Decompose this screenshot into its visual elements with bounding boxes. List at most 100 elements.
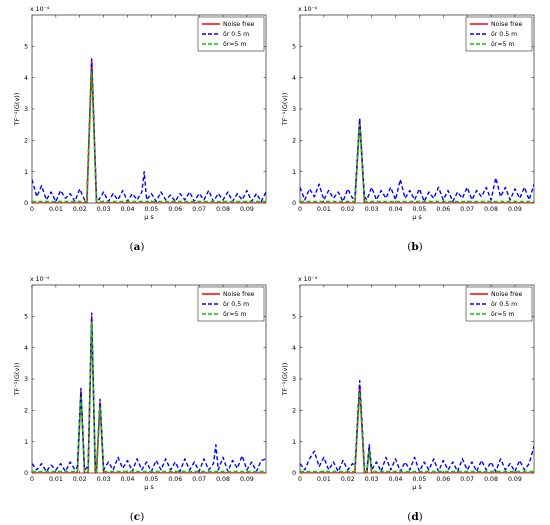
y-tick-label: 4 bbox=[24, 75, 28, 82]
x-tick-label: 0.07 bbox=[460, 476, 474, 483]
y-tick-label: 1 bbox=[24, 439, 28, 446]
x-tick-label: 0.09 bbox=[240, 476, 254, 483]
y-tick-label: 0 bbox=[24, 200, 28, 207]
panel-caption: (a) bbox=[129, 241, 144, 253]
panel-group: 0 0.01 0.02 0.03 0.04 0.05 0.06 0.07 0.08 0.09 0 1 2… bbox=[13, 6, 535, 523]
y-tick-label: 3 bbox=[292, 376, 296, 383]
legend-label: δr=5 m bbox=[223, 41, 246, 48]
series-line-3 bbox=[32, 321, 266, 473]
x-tick-label: 0.03 bbox=[365, 206, 379, 213]
panel-caption: (d) bbox=[407, 511, 423, 523]
y-axis-label: TF⁻¹(G(v)) bbox=[281, 93, 289, 127]
series-line-2 bbox=[300, 117, 534, 203]
series-group bbox=[32, 312, 266, 473]
x-tick-label: 0.02 bbox=[73, 476, 87, 483]
y-axis-label: TF⁻¹(G(v)) bbox=[13, 93, 21, 127]
y-tick-label: 2 bbox=[24, 138, 28, 145]
x-tick-label: 0.02 bbox=[73, 206, 87, 213]
x-tick-label: 0 bbox=[30, 206, 34, 213]
y-tick-label: 3 bbox=[24, 106, 28, 113]
legend-label: δr 0.5 m bbox=[491, 301, 517, 308]
x-axis-label: μ s bbox=[144, 213, 154, 221]
y-tick-label: 1 bbox=[292, 169, 296, 176]
legend: Noise free δr 0.5 m δr=5 m bbox=[465, 286, 533, 322]
legend-label: Noise free bbox=[491, 21, 523, 28]
y-tick-label: 0 bbox=[24, 470, 28, 477]
y-tick-label: 1 bbox=[24, 169, 28, 176]
y-axis-label: TF⁻¹(G(v)) bbox=[281, 363, 289, 397]
x-tick-label: 0.02 bbox=[341, 476, 355, 483]
x-tick-label: 0.06 bbox=[168, 476, 182, 483]
x-tick-label: 0.08 bbox=[216, 206, 230, 213]
y-scale-label: x 10⁻⁴ bbox=[298, 6, 318, 13]
x-tick-label: 0.07 bbox=[460, 206, 474, 213]
y-scale-label: x 10⁻⁴ bbox=[298, 276, 318, 283]
legend: Noise free δr 0.5 m δr=5 m bbox=[197, 286, 265, 322]
legend-label: Noise free bbox=[223, 21, 255, 28]
chart-panel-3: 0 0.01 0.02 0.03 0.04 0.05 0.06 0.07 0.08 0.09 0 1 2… bbox=[13, 276, 267, 523]
legend-label: δr=5 m bbox=[223, 311, 246, 318]
x-tick-label: 0 bbox=[298, 476, 302, 483]
series-line-2 bbox=[32, 312, 266, 473]
y-tick-label: 5 bbox=[292, 314, 296, 321]
panel-caption: (c) bbox=[130, 511, 145, 523]
x-tick-label: 0.05 bbox=[412, 476, 426, 483]
x-tick-label: 0.08 bbox=[484, 206, 498, 213]
x-axis-label: μ s bbox=[412, 213, 422, 221]
x-tick-label: 0 bbox=[298, 206, 302, 213]
y-tick-label: 1 bbox=[292, 439, 296, 446]
series-group bbox=[300, 117, 534, 203]
y-tick-label: 2 bbox=[24, 408, 28, 415]
x-tick-label: 0.04 bbox=[389, 476, 403, 483]
x-tick-label: 0.05 bbox=[144, 476, 158, 483]
x-tick-label: 0.01 bbox=[49, 476, 63, 483]
legend-label: δr=5 m bbox=[491, 41, 514, 48]
series-group bbox=[32, 58, 266, 203]
x-tick-label: 0.07 bbox=[192, 206, 206, 213]
y-tick-label: 2 bbox=[292, 138, 296, 145]
x-tick-label: 0.04 bbox=[389, 206, 403, 213]
y-tick-label: 5 bbox=[292, 44, 296, 51]
x-tick-label: 0.08 bbox=[216, 476, 230, 483]
y-tick-label: 0 bbox=[292, 200, 296, 207]
x-tick-label: 0.01 bbox=[49, 206, 63, 213]
y-tick-label: 4 bbox=[292, 75, 296, 82]
y-tick-label: 0 bbox=[292, 470, 296, 477]
panel-caption: (b) bbox=[407, 241, 423, 253]
x-tick-label: 0.01 bbox=[317, 206, 331, 213]
y-tick-label: 3 bbox=[24, 376, 28, 383]
x-tick-label: 0.03 bbox=[365, 476, 379, 483]
x-tick-label: 0 bbox=[30, 476, 34, 483]
legend-label: δr 0.5 m bbox=[223, 31, 249, 38]
y-tick-label: 5 bbox=[24, 314, 28, 321]
x-tick-label: 0.07 bbox=[192, 476, 206, 483]
legend-label: δr 0.5 m bbox=[491, 31, 517, 38]
y-tick-label: 5 bbox=[24, 44, 28, 51]
y-tick-label: 4 bbox=[24, 345, 28, 352]
x-tick-label: 0.04 bbox=[121, 476, 135, 483]
x-tick-label: 0.03 bbox=[97, 476, 111, 483]
x-tick-label: 0.09 bbox=[508, 206, 522, 213]
x-axis-label: μ s bbox=[412, 483, 422, 491]
x-tick-label: 0.08 bbox=[484, 476, 498, 483]
y-axis-label: TF⁻¹(G(v)) bbox=[13, 363, 21, 397]
x-tick-label: 0.03 bbox=[97, 206, 111, 213]
x-tick-label: 0.06 bbox=[168, 206, 182, 213]
y-tick-label: 3 bbox=[292, 106, 296, 113]
x-tick-label: 0.05 bbox=[412, 206, 426, 213]
y-tick-label: 4 bbox=[292, 345, 296, 352]
x-tick-label: 0.05 bbox=[144, 206, 158, 213]
series-line-3 bbox=[32, 70, 266, 203]
series-line-3 bbox=[300, 390, 534, 473]
y-tick-label: 2 bbox=[292, 408, 296, 415]
legend-label: Noise free bbox=[223, 291, 255, 298]
series-line-2 bbox=[300, 379, 534, 473]
series-line-3 bbox=[300, 123, 534, 203]
x-axis-label: μ s bbox=[144, 483, 154, 491]
x-tick-label: 0.06 bbox=[436, 476, 450, 483]
y-scale-label: x 10⁻⁴ bbox=[30, 276, 50, 283]
x-tick-label: 0.02 bbox=[341, 206, 355, 213]
x-tick-label: 0.04 bbox=[121, 206, 135, 213]
chart-panel-4: 0 0.01 0.02 0.03 0.04 0.05 0.06 0.07 0.08 0.09 0 1 2… bbox=[281, 276, 535, 523]
